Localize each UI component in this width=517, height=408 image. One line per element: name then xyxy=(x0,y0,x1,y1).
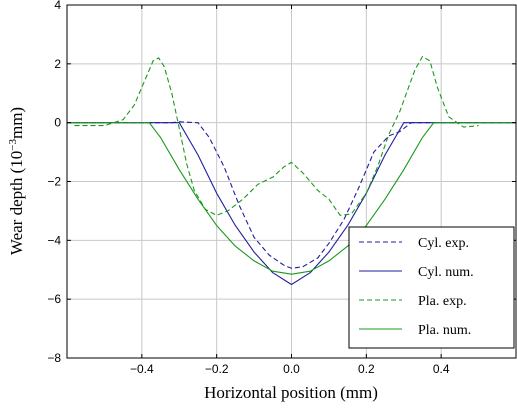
x-tick-label: 0.4 xyxy=(433,362,450,376)
legend-label-pla-exp: Pla. exp. xyxy=(418,294,467,309)
legend-box xyxy=(348,226,515,349)
y-tick-label: −4 xyxy=(47,233,61,247)
y-tick-label: −2 xyxy=(47,175,61,189)
x-tick-label: 0.0 xyxy=(283,362,300,376)
y-tick-label: 2 xyxy=(54,57,61,71)
series-line-pla-exp xyxy=(74,55,479,216)
y-axis-label: Wear depth (10−3mm) xyxy=(7,107,26,255)
y-tick-label: −6 xyxy=(47,292,61,306)
axis-ticks: −0.4 −0.2 0.0 0.2 0.4 −8 −6 −4 −2 0 2 4 xyxy=(47,0,516,376)
x-axis-label: Horizontal position (mm) xyxy=(204,383,378,402)
x-tick-label: −0.4 xyxy=(130,362,154,376)
y-tick-label: −8 xyxy=(47,351,61,365)
series-line-cyl-exp xyxy=(67,121,516,269)
legend-label-cyl-exp: Cyl. exp. xyxy=(418,236,469,251)
series-line-cyl-num xyxy=(67,122,516,286)
y-axis-label-exponent: −3 xyxy=(7,139,19,151)
y-axis-label-main: Wear depth (10 xyxy=(7,151,26,255)
x-tick-label: 0.2 xyxy=(358,362,375,376)
legend-label-pla-num: Pla. num. xyxy=(418,323,471,338)
legend-label-cyl-num: Cyl. num. xyxy=(418,265,474,280)
y-axis-label-unit: mm) xyxy=(7,107,26,139)
legend: Cyl. exp. Cyl. num. Pla. exp. Pla. num. xyxy=(348,226,515,349)
x-tick-label: −0.2 xyxy=(205,362,229,376)
y-tick-label: 0 xyxy=(54,116,61,130)
y-tick-label: 4 xyxy=(54,0,61,12)
series-line-pla-num xyxy=(67,122,516,275)
series-lines xyxy=(67,55,516,286)
legend-entries: Cyl. exp. Cyl. num. Pla. exp. Pla. num. xyxy=(359,236,474,338)
